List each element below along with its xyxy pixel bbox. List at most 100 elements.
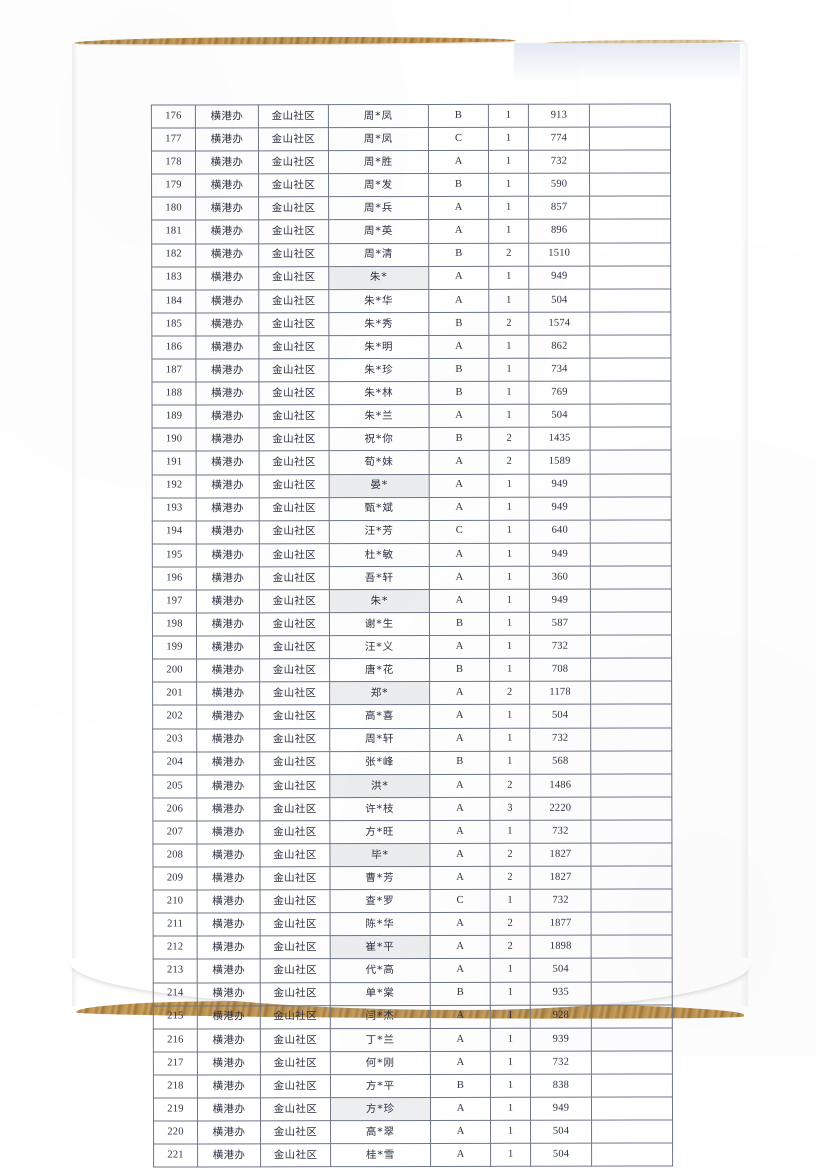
table-row: 200 横港办 金山社区 唐*花 B 1 708 — [152, 658, 672, 683]
cell-remarks — [589, 381, 672, 405]
cell-amount: 1827 — [529, 843, 591, 867]
cell-grade: A — [430, 1143, 491, 1167]
table-row: 193 横港办 金山社区 甄*斌 A 1 949 — [152, 496, 672, 521]
cell-community: 金山社区 — [259, 751, 330, 775]
cell-amount: 949 — [528, 265, 590, 290]
cell-remarks — [589, 150, 671, 174]
cell-office: 横港办 — [196, 428, 260, 452]
cell-grade: A — [429, 774, 490, 798]
cell-office: 横港办 — [195, 266, 259, 290]
cell-resident-name: 朱*华 — [328, 289, 429, 313]
cell-household-count: 1 — [490, 1143, 531, 1167]
cell-office: 横港办 — [196, 520, 260, 544]
cell-remarks — [589, 288, 671, 312]
cell-household-count: 1 — [490, 1074, 531, 1098]
table-row: 187 横港办 金山社区 朱*珍 B 1 734 — [151, 357, 671, 383]
table-row: 183 横港办 金山社区 朱* A 1 949 — [151, 265, 671, 290]
cell-office: 横港办 — [196, 635, 260, 660]
table-row: 176 横港办 金山社区 周*凤 B 1 913 — [151, 103, 671, 129]
cell-office: 横港办 — [197, 1120, 261, 1145]
table-row: 201 横港办 金山社区 郑* A 2 1178 — [152, 681, 672, 706]
cell-grade: A — [429, 450, 490, 474]
cell-remarks — [591, 1050, 673, 1075]
cell-community: 金山社区 — [260, 1120, 331, 1145]
cell-remarks — [590, 681, 672, 705]
table-row: 205 横港办 金山社区 洪* A 2 1486 — [152, 773, 672, 798]
cell-community: 金山社区 — [260, 982, 331, 1006]
table-row: 189 横港办 金山社区 朱*兰 A 1 504 — [152, 404, 672, 429]
cell-amount: 504 — [529, 704, 591, 728]
cell-amount: 949 — [529, 496, 591, 520]
cell-remarks — [590, 866, 673, 890]
cell-sequence-number: 180 — [151, 197, 196, 221]
cell-amount: 2220 — [529, 796, 591, 821]
table-row: 204 横港办 金山社区 张*峰 B 1 568 — [152, 750, 672, 775]
cell-sequence-number: 198 — [152, 613, 197, 637]
table-row: 202 横港办 金山社区 高*喜 A 1 504 — [152, 704, 672, 729]
cell-sequence-number: 193 — [152, 497, 197, 521]
cell-community: 金山社区 — [258, 197, 329, 221]
cell-resident-name: 周*胜 — [328, 150, 429, 174]
cell-community: 金山社区 — [259, 635, 330, 660]
cell-remarks — [591, 1143, 673, 1167]
cell-office: 横港办 — [196, 682, 260, 706]
cell-amount: 1589 — [529, 450, 591, 474]
cell-resident-name: 晏* — [329, 473, 430, 498]
cell-office: 横港办 — [197, 1051, 261, 1075]
cell-grade: B — [428, 173, 489, 197]
cell-office: 横港办 — [195, 174, 259, 198]
cell-resident-name: 周*轩 — [329, 727, 430, 752]
cell-grade: A — [429, 496, 490, 521]
cell-remarks — [591, 889, 673, 913]
cell-amount: 862 — [528, 335, 590, 359]
cell-community: 金山社区 — [260, 889, 331, 914]
cell-grade: B — [428, 104, 489, 128]
cell-amount: 1510 — [528, 242, 590, 266]
cell-sequence-number: 177 — [151, 128, 196, 152]
table-row: 207 横港办 金山社区 方*旺 A 1 732 — [152, 819, 672, 845]
cell-community: 金山社区 — [258, 358, 329, 382]
cell-amount: 949 — [529, 473, 591, 497]
cell-grade: A — [430, 1028, 491, 1052]
cell-household-count: 2 — [489, 450, 530, 474]
cell-household-count: 1 — [489, 635, 530, 659]
cell-remarks — [591, 981, 673, 1005]
cell-community: 金山社区 — [259, 843, 330, 867]
table-row: 181 横港办 金山社区 周*英 A 1 896 — [151, 219, 671, 244]
cell-household-count: 1 — [489, 612, 530, 636]
cell-remarks — [591, 1004, 673, 1028]
cell-grade: B — [428, 381, 490, 405]
cell-household-count: 1 — [489, 496, 530, 521]
table-row: 206 横港办 金山社区 许*枝 A 3 2220 — [152, 796, 672, 821]
cell-household-count: 1 — [488, 127, 529, 151]
cell-community: 金山社区 — [260, 959, 331, 983]
cell-resident-name: 朱* — [329, 589, 430, 613]
cell-resident-name: 朱*明 — [328, 335, 429, 359]
cell-sequence-number: 217 — [153, 1051, 198, 1075]
cell-amount: 935 — [530, 981, 592, 1005]
cell-household-count: 2 — [490, 912, 531, 936]
cell-resident-name: 闫*杰 — [330, 1005, 431, 1029]
table-row: 220 横港办 金山社区 高*翠 A 1 504 — [153, 1120, 673, 1145]
cell-resident-name: 周*兵 — [328, 196, 429, 221]
cell-community: 金山社区 — [259, 451, 330, 475]
cell-resident-name: 吾*轩 — [329, 566, 430, 590]
cell-amount: 949 — [530, 1097, 592, 1121]
cell-community: 金山社区 — [259, 566, 330, 590]
cell-amount: 1574 — [528, 311, 590, 336]
cell-amount: 949 — [529, 589, 591, 613]
cell-resident-name: 方*旺 — [329, 820, 430, 844]
cell-amount: 838 — [530, 1074, 592, 1098]
cell-household-count: 2 — [489, 866, 531, 890]
cell-remarks — [591, 935, 673, 959]
table-row: 208 横港办 金山社区 毕* A 2 1827 — [152, 842, 672, 868]
cell-grade: A — [429, 797, 490, 821]
cell-resident-name: 何*刚 — [330, 1051, 431, 1075]
cell-remarks — [590, 704, 672, 728]
cell-amount: 949 — [529, 542, 591, 567]
cell-household-count: 2 — [489, 681, 530, 705]
cell-office: 横港办 — [196, 659, 260, 683]
cell-household-count: 1 — [490, 1004, 531, 1029]
cell-household-count: 1 — [488, 104, 529, 128]
cell-remarks — [590, 635, 672, 659]
